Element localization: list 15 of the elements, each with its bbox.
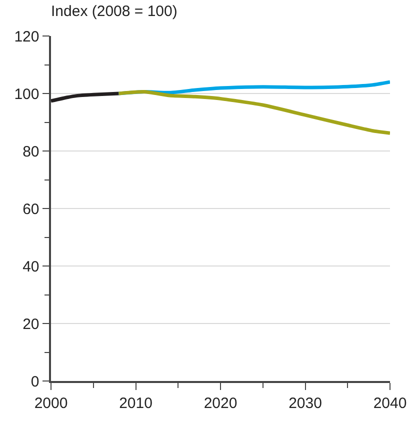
x-tick-label: 2020 [204,394,238,412]
y-tick-label: 20 [22,316,40,333]
x-tick-label: 2030 [288,394,322,412]
x-tick-label: 2010 [119,394,152,412]
y-axis-title: Index (2008 = 100) [51,3,178,20]
y-tick-label: 0 [30,373,40,390]
y-tick-label: 100 [14,86,40,103]
y-tick-label: 40 [22,258,40,276]
y-tick-label: 80 [22,143,40,160]
y-tick-label: 120 [14,28,40,46]
y-tick-label: 60 [22,200,40,218]
x-tick-label: 2000 [34,394,68,412]
line-series [51,92,121,103]
line-series [117,90,390,135]
x-tick-label: 2040 [373,394,407,412]
